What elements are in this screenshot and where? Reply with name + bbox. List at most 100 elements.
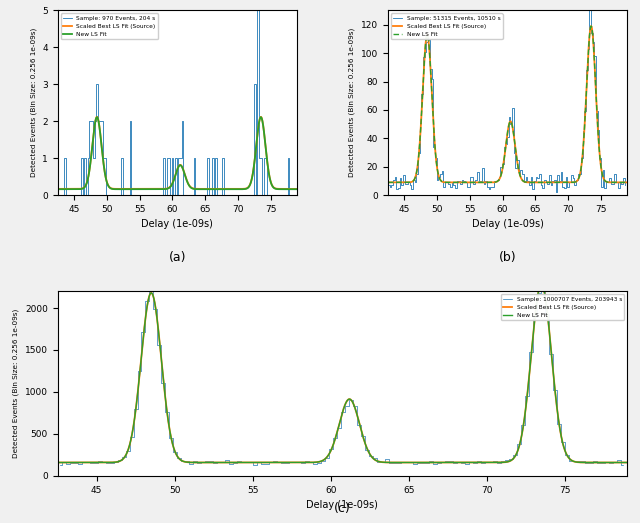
Sample: 51315 Events, 10510 s: (68.2, 2): 51315 Events, 10510 s: (68.2, 2) bbox=[553, 189, 561, 196]
Text: (a): (a) bbox=[168, 251, 186, 264]
Scaled Best LS Fit (Source) bbox=[93, 113, 100, 120]
New LS Fit bbox=[630, 179, 637, 186]
Scaled Best LS Fit (Source) bbox=[46, 459, 54, 465]
New LS Fit bbox=[621, 459, 628, 465]
Scaled Best LS Fit (Source) bbox=[169, 179, 177, 186]
Sample: 1000707 Events, 203943 s: (66.4, 175): 1000707 Events, 203943 s: (66.4, 175) bbox=[428, 458, 435, 464]
New LS Fit bbox=[538, 281, 545, 288]
New LS Fit bbox=[300, 186, 307, 192]
New LS Fit bbox=[499, 163, 507, 169]
Sample: 51315 Events, 10510 s: (73.3, 133): 51315 Events, 10510 s: (73.3, 133) bbox=[586, 3, 594, 9]
New LS Fit bbox=[46, 459, 54, 465]
Scaled Best LS Fit (Source) bbox=[156, 186, 163, 192]
Line: Scaled Best LS Fit (Source): Scaled Best LS Fit (Source) bbox=[54, 117, 303, 189]
Scaled Best LS Fit (Source) bbox=[381, 179, 388, 186]
Sample: 51315 Events, 10510 s: (61.6, 61): 51315 Events, 10510 s: (61.6, 61) bbox=[509, 105, 516, 111]
Sample: 51315 Events, 10510 s: (60, 22): 51315 Events, 10510 s: (60, 22) bbox=[499, 161, 507, 167]
Sample: 970 Events, 204 s: (74.9, 0): 970 Events, 204 s: (74.9, 0) bbox=[266, 192, 274, 198]
Sample: 1000707 Events, 203943 s: (61.8, 609): 1000707 Events, 203943 s: (61.8, 609) bbox=[355, 422, 363, 428]
Scaled Best LS Fit (Source) bbox=[621, 459, 628, 465]
New LS Fit bbox=[300, 459, 307, 465]
New LS Fit bbox=[328, 446, 335, 452]
New LS Fit bbox=[93, 114, 100, 120]
Sample: 1000707 Events, 203943 s: (42.6, 131): 1000707 Events, 203943 s: (42.6, 131) bbox=[56, 462, 63, 468]
Sample: 1000707 Events, 203943 s: (53.6, 148): 1000707 Events, 203943 s: (53.6, 148) bbox=[228, 460, 236, 467]
Line: New LS Fit: New LS Fit bbox=[54, 117, 303, 189]
Legend: Sample: 1000707 Events, 203943 s, Scaled Best LS Fit (Source), New LS Fit: Sample: 1000707 Events, 203943 s, Scaled… bbox=[501, 294, 624, 320]
New LS Fit bbox=[292, 186, 300, 192]
Scaled Best LS Fit (Source) bbox=[588, 23, 595, 29]
Sample: 1000707 Events, 203943 s: (75.1, 251): 1000707 Events, 203943 s: (75.1, 251) bbox=[563, 452, 571, 458]
New LS Fit bbox=[639, 459, 640, 465]
New LS Fit bbox=[232, 186, 239, 192]
New LS Fit bbox=[485, 179, 493, 186]
Sample: 970 Events, 204 s: (42.6, 0): 970 Events, 204 s: (42.6, 0) bbox=[54, 192, 62, 198]
Scaled Best LS Fit (Source) bbox=[622, 179, 630, 186]
Legend: Sample: 970 Events, 204 s, Scaled Best LS Fit (Source), New LS Fit: Sample: 970 Events, 204 s, Scaled Best L… bbox=[61, 14, 158, 39]
Sample: 51315 Events, 10510 s: (53.6, 8): 51315 Events, 10510 s: (53.6, 8) bbox=[457, 180, 465, 187]
Sample: 1000707 Events, 203943 s: (55.2, 130): 1000707 Events, 203943 s: (55.2, 130) bbox=[252, 462, 259, 468]
Sample: 51315 Events, 10510 s: (66.2, 5): 51315 Events, 10510 s: (66.2, 5) bbox=[540, 185, 547, 191]
Line: New LS Fit: New LS Fit bbox=[50, 285, 640, 462]
Sample: 51315 Events, 10510 s: (42.6, 7): 51315 Events, 10510 s: (42.6, 7) bbox=[385, 182, 392, 188]
New LS Fit bbox=[280, 186, 287, 192]
Sample: 1000707 Events, 203943 s: (65.7, 156): 1000707 Events, 203943 s: (65.7, 156) bbox=[415, 460, 423, 466]
Sample: 970 Events, 204 s: (60, 1): 970 Events, 204 s: (60, 1) bbox=[169, 155, 177, 162]
Scaled Best LS Fit (Source) bbox=[538, 281, 545, 288]
Line: Sample: 970 Events, 204 s: Sample: 970 Events, 204 s bbox=[58, 10, 295, 195]
Sample: 51315 Events, 10510 s: (78.7, 7): 51315 Events, 10510 s: (78.7, 7) bbox=[621, 182, 629, 188]
New LS Fit bbox=[477, 459, 484, 465]
New LS Fit bbox=[562, 179, 570, 186]
Text: (b): (b) bbox=[499, 251, 516, 264]
Sample: 970 Events, 204 s: (73.1, 5): 970 Events, 204 s: (73.1, 5) bbox=[254, 7, 262, 14]
New LS Fit bbox=[591, 459, 599, 465]
Scaled Best LS Fit (Source) bbox=[300, 186, 307, 192]
Scaled Best LS Fit (Source) bbox=[488, 179, 495, 186]
Sample: 51315 Events, 10510 s: (75.1, 6): 51315 Events, 10510 s: (75.1, 6) bbox=[598, 184, 605, 190]
Line: Sample: 1000707 Events, 203943 s: Sample: 1000707 Events, 203943 s bbox=[60, 285, 623, 465]
New LS Fit bbox=[610, 179, 618, 186]
Line: Scaled Best LS Fit (Source): Scaled Best LS Fit (Source) bbox=[385, 26, 634, 183]
Sample: 1000707 Events, 203943 s: (60.3, 446): 1000707 Events, 203943 s: (60.3, 446) bbox=[332, 435, 339, 441]
Scaled Best LS Fit (Source) bbox=[295, 459, 303, 465]
Sample: 970 Events, 204 s: (53.6, 2): 970 Events, 204 s: (53.6, 2) bbox=[127, 118, 134, 124]
New LS Fit bbox=[157, 186, 165, 192]
Line: Scaled Best LS Fit (Source): Scaled Best LS Fit (Source) bbox=[50, 285, 640, 462]
Scaled Best LS Fit (Source) bbox=[292, 186, 300, 192]
New LS Fit bbox=[588, 23, 595, 29]
Y-axis label: Detected Events (Bin Size: 0.256 1e-09s): Detected Events (Bin Size: 0.256 1e-09s) bbox=[13, 309, 19, 458]
Scaled Best LS Fit (Source) bbox=[51, 186, 58, 192]
Sample: 1000707 Events, 203943 s: (73.6, 2.28e+03): 1000707 Events, 203943 s: (73.6, 2.28e+0… bbox=[539, 282, 547, 288]
Sample: 970 Events, 204 s: (61.6, 2): 970 Events, 204 s: (61.6, 2) bbox=[179, 118, 186, 124]
Sample: 51315 Events, 10510 s: (65.4, 12): 51315 Events, 10510 s: (65.4, 12) bbox=[534, 175, 542, 181]
New LS Fit bbox=[295, 459, 303, 465]
Scaled Best LS Fit (Source) bbox=[610, 179, 618, 186]
New LS Fit bbox=[622, 179, 630, 186]
Scaled Best LS Fit (Source) bbox=[328, 446, 335, 452]
Sample: 970 Events, 204 s: (65.4, 1): 970 Events, 204 s: (65.4, 1) bbox=[204, 155, 212, 162]
Text: (c): (c) bbox=[334, 502, 351, 515]
New LS Fit bbox=[156, 186, 163, 192]
Scaled Best LS Fit (Source) bbox=[232, 186, 239, 192]
Scaled Best LS Fit (Source) bbox=[499, 163, 507, 169]
X-axis label: Delay (1e-09s): Delay (1e-09s) bbox=[472, 220, 543, 230]
Scaled Best LS Fit (Source) bbox=[300, 459, 307, 465]
New LS Fit bbox=[488, 179, 495, 186]
Line: Sample: 51315 Events, 10510 s: Sample: 51315 Events, 10510 s bbox=[388, 6, 625, 192]
Scaled Best LS Fit (Source) bbox=[630, 179, 637, 186]
X-axis label: Delay (1e-09s): Delay (1e-09s) bbox=[307, 500, 378, 510]
New LS Fit bbox=[381, 179, 388, 186]
Scaled Best LS Fit (Source) bbox=[591, 459, 599, 465]
Sample: 970 Events, 204 s: (66.2, 1): 970 Events, 204 s: (66.2, 1) bbox=[209, 155, 217, 162]
Scaled Best LS Fit (Source) bbox=[562, 179, 570, 186]
Sample: 970 Events, 204 s: (78.7, 0): 970 Events, 204 s: (78.7, 0) bbox=[291, 192, 299, 198]
New LS Fit bbox=[169, 179, 177, 186]
Legend: Sample: 51315 Events, 10510 s, Scaled Best LS Fit (Source), New LS Fit: Sample: 51315 Events, 10510 s, Scaled Be… bbox=[391, 14, 502, 39]
Scaled Best LS Fit (Source) bbox=[280, 186, 287, 192]
Y-axis label: Detected Events (Bin Size: 0.256 1e-09s): Detected Events (Bin Size: 0.256 1e-09s) bbox=[30, 28, 36, 177]
X-axis label: Delay (1e-09s): Delay (1e-09s) bbox=[141, 220, 213, 230]
Line: New LS Fit: New LS Fit bbox=[385, 26, 634, 183]
Scaled Best LS Fit (Source) bbox=[485, 179, 493, 186]
Scaled Best LS Fit (Source) bbox=[477, 459, 484, 465]
New LS Fit bbox=[51, 186, 58, 192]
